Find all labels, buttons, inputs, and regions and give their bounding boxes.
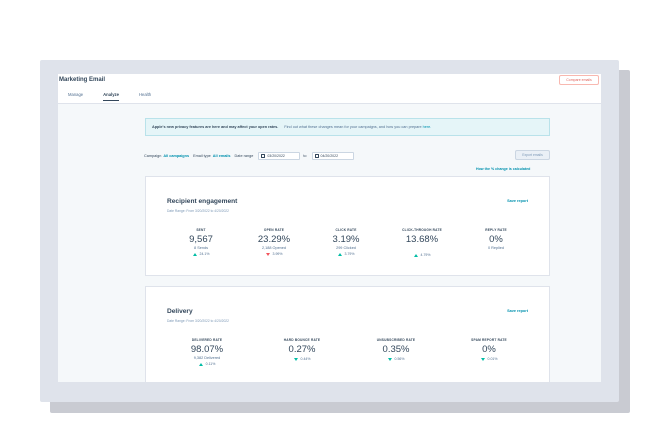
tab-analyze[interactable]: Analyze: [103, 90, 119, 101]
metric-label: REPLY RATE: [485, 228, 507, 232]
metric-label: HARD BOUNCE RATE: [283, 338, 321, 342]
compare-emails-button[interactable]: Compare emails: [559, 75, 599, 85]
metric-change: 24.1%: [171, 252, 231, 256]
metric-change: 0.11%: [177, 362, 237, 366]
export-emails-button[interactable]: Export emails: [515, 150, 550, 160]
how-change-calculated-link[interactable]: How the % change is calculated: [476, 167, 531, 171]
metric-value: 9,567: [189, 234, 213, 245]
card-title: Recipient engagement: [167, 198, 238, 205]
date-to-label: to: [303, 154, 307, 158]
metric-value: 98.07%: [190, 344, 224, 355]
metric-label: DELIVERED RATE: [191, 338, 223, 342]
banner-text: Find out what these changes mean for you…: [284, 125, 422, 129]
increase-arrow-icon: [192, 252, 197, 256]
metric-reply-rate: REPLY RATE 0% 0 Replied: [466, 228, 526, 250]
metric-label: SENT: [196, 228, 206, 232]
metric-value: 23.29%: [257, 234, 291, 245]
metric-change: 3.99%: [244, 252, 304, 256]
metric-subtext: 9,382 Delivered: [193, 356, 221, 360]
recipient-engagement-card: Recipient engagement Date Range: From 3/…: [145, 176, 550, 276]
save-report-link[interactable]: Save report: [507, 309, 528, 313]
metric-subtext: 2,188 Opened: [261, 246, 287, 250]
metric-change-value: 3.99%: [272, 252, 283, 256]
metric-value: 0%: [482, 344, 496, 355]
email-type-filter-label: Email type: [193, 154, 211, 158]
campaign-filter-dropdown[interactable]: All campaigns: [163, 154, 190, 158]
metric-change-value: 3.79%: [344, 252, 355, 256]
metric-subtext: 299 Clicked: [336, 246, 356, 250]
decrease-arrow-icon: [387, 357, 392, 361]
email-type-filter-dropdown[interactable]: All emails: [212, 154, 231, 158]
date-from-input[interactable]: 03/20/2022: [258, 152, 301, 160]
metric-change: 0.56%: [366, 357, 426, 361]
decrease-arrow-icon: [265, 252, 270, 256]
metric-subtext: 8 Sends: [194, 246, 208, 250]
metric-open-rate: OPEN RATE 23.29% 2,188 Opened 3.99%: [244, 228, 304, 256]
metric-change: 0.01%: [459, 357, 519, 361]
page-title: Marketing Email: [59, 77, 106, 83]
metric-sent: SENT 9,567 8 Sends 24.1%: [171, 228, 231, 256]
metric-value: 3.19%: [332, 234, 360, 245]
banner-link[interactable]: here.: [422, 125, 432, 129]
calendar-icon: [314, 154, 319, 158]
banner-heading: Apple's new privacy features are here an…: [152, 125, 279, 129]
metric-hard-bounce-rate: HARD BOUNCE RATE 0.27% 0.44%: [272, 338, 332, 361]
metric-subtext: 0 Replied: [487, 246, 505, 250]
card-date-range: Date Range: From 3/20/2022 to 4/20/2022: [167, 209, 229, 213]
delivery-card: Delivery Date Range: From 3/20/2022 to 4…: [145, 286, 550, 382]
metric-change: 0.44%: [272, 357, 332, 361]
save-report-link[interactable]: Save report: [507, 199, 528, 203]
metric-delivered-rate: DELIVERED RATE 98.07% 9,382 Delivered 0.…: [177, 338, 237, 366]
metric-label: CLICK-THROUGH RATE: [402, 228, 442, 232]
metric-change-value: 0.11%: [205, 362, 216, 366]
metric-click-through-rate: CLICK-THROUGH RATE 13.68% 4.79%: [392, 228, 452, 257]
calendar-icon: [261, 154, 266, 158]
metric-change: 4.79%: [392, 253, 452, 257]
metric-label: CLICK RATE: [335, 228, 357, 232]
metric-value: 0%: [489, 234, 503, 245]
card-date-range: Date Range: From 3/20/2022 to 4/20/2022: [167, 319, 229, 323]
campaign-filter-label: Campaign: [144, 154, 162, 158]
metric-label: OPEN RATE: [263, 228, 285, 232]
decrease-arrow-icon: [293, 357, 298, 361]
metric-value: 13.68%: [405, 234, 439, 245]
date-range-label: Date range: [234, 154, 254, 158]
tab-bar: Manage Analyze Health: [58, 90, 161, 101]
metric-change-value: 0.01%: [487, 357, 498, 361]
metric-label: UNSUBSCRIBED RATE: [376, 338, 416, 342]
metric-click-rate: CLICK RATE 3.19% 299 Clicked 3.79%: [316, 228, 376, 256]
tab-manage[interactable]: Manage: [68, 92, 84, 97]
date-to-value: 04/20/2022: [320, 154, 339, 158]
metric-value: 0.35%: [382, 344, 410, 355]
metric-change: 3.79%: [316, 252, 376, 256]
decrease-arrow-icon: [480, 357, 485, 361]
app-header: Marketing Email Compare emails Manage An…: [58, 74, 601, 104]
metric-change-value: 0.44%: [300, 357, 311, 361]
card-title: Delivery: [167, 308, 193, 315]
metric-label: SPAM REPORT RATE: [471, 338, 507, 342]
metric-change-value: 0.56%: [394, 357, 405, 361]
tab-health[interactable]: Health: [138, 92, 152, 97]
metric-value: 0.27%: [288, 344, 316, 355]
metric-change-value: 4.79%: [420, 253, 431, 257]
increase-arrow-icon: [337, 252, 342, 256]
increase-arrow-icon: [198, 362, 203, 366]
date-from-value: 03/20/2022: [267, 154, 285, 158]
increase-arrow-icon: [413, 253, 418, 257]
metric-spam-report-rate: SPAM REPORT RATE 0% 0.01%: [459, 338, 519, 361]
metric-unsubscribed-rate: UNSUBSCRIBED RATE 0.35% 0.56%: [366, 338, 426, 361]
filter-bar: Campaign All campaigns Email type All em…: [144, 152, 357, 160]
metric-subtext: [392, 246, 452, 251]
app-window: Marketing Email Compare emails Manage An…: [58, 74, 601, 382]
metric-change-value: 24.1%: [199, 252, 210, 256]
privacy-banner: Apple's new privacy features are here an…: [145, 118, 550, 136]
date-to-input[interactable]: 04/20/2022: [311, 152, 354, 160]
